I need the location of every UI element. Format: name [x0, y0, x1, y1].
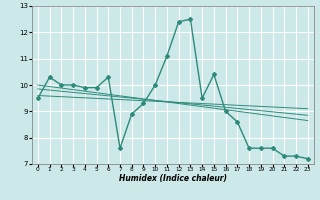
X-axis label: Humidex (Indice chaleur): Humidex (Indice chaleur) [119, 174, 227, 183]
